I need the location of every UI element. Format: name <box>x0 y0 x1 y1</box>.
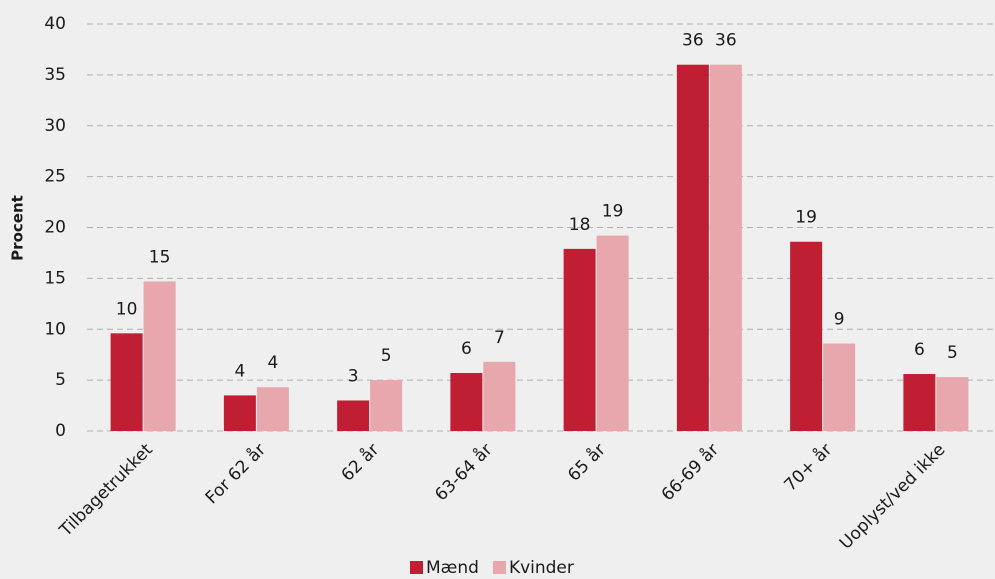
bar <box>823 343 856 431</box>
value-label: 10 <box>116 299 138 319</box>
legend-label: Kvinder <box>509 558 574 578</box>
bar <box>563 248 596 431</box>
legend-label: Mænd <box>426 558 479 578</box>
bar <box>110 333 143 431</box>
bar <box>709 64 742 431</box>
bar <box>676 64 709 431</box>
value-label: 18 <box>569 215 591 235</box>
y-tick-label: 0 <box>55 421 66 441</box>
y-tick-label: 35 <box>44 65 66 85</box>
bar <box>596 235 629 431</box>
value-label: 9 <box>834 309 845 329</box>
y-tick-label: 40 <box>44 14 66 34</box>
value-label: 19 <box>602 202 624 222</box>
bar <box>903 374 936 431</box>
y-axis-label: Procent <box>9 195 27 261</box>
y-tick-label: 25 <box>44 167 66 187</box>
value-label: 15 <box>149 247 171 267</box>
bar <box>936 377 969 431</box>
bar <box>337 400 370 431</box>
bar <box>256 387 289 431</box>
value-label: 19 <box>795 208 817 228</box>
bar <box>483 361 516 431</box>
value-label: 3 <box>348 366 359 386</box>
value-label: 5 <box>947 343 958 363</box>
bar <box>143 281 176 431</box>
y-tick-label: 10 <box>44 319 66 339</box>
y-tick-label: 5 <box>55 370 66 390</box>
y-tick-label: 20 <box>44 218 66 238</box>
bar <box>223 395 256 431</box>
value-label: 6 <box>461 339 472 359</box>
bar <box>450 373 483 431</box>
value-label: 4 <box>234 361 245 381</box>
value-label: 4 <box>267 353 278 373</box>
legend-swatch <box>492 561 506 574</box>
value-label: 6 <box>914 340 925 360</box>
bar <box>370 380 403 431</box>
legend-swatch <box>410 561 423 574</box>
value-label: 36 <box>715 31 737 51</box>
y-tick-label: 15 <box>44 268 66 288</box>
value-label: 5 <box>381 346 392 366</box>
value-label: 36 <box>682 31 704 51</box>
y-tick-label: 30 <box>44 116 66 136</box>
value-label: 7 <box>494 328 505 348</box>
bar <box>790 241 823 431</box>
